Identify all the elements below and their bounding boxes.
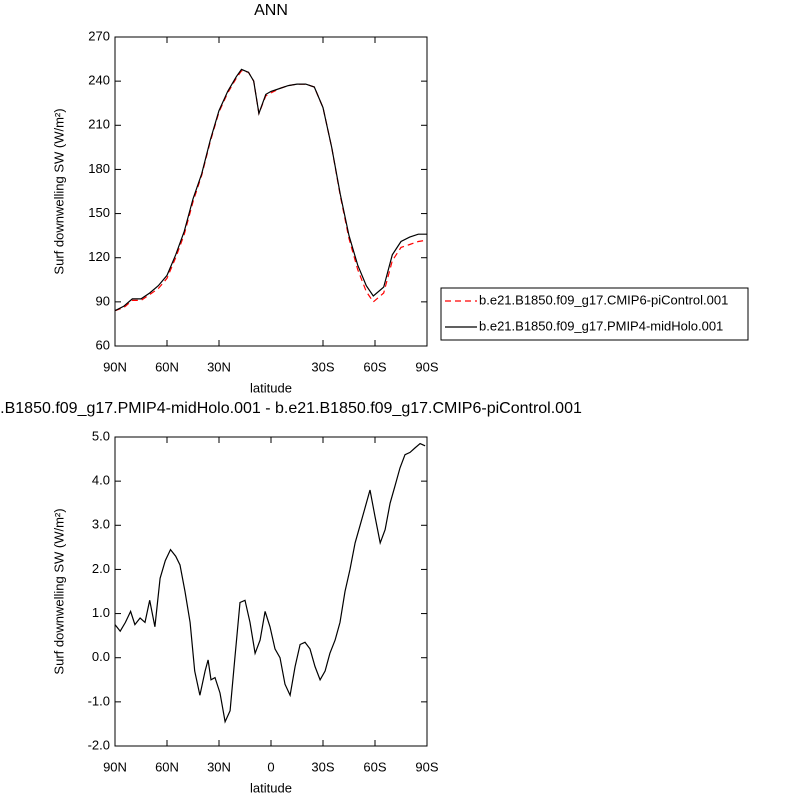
chart-title: b.e21.B1850.f09_g17.PMIP4-midHolo.001 - …: [0, 400, 582, 417]
y-tick-label: 180: [88, 161, 110, 176]
y-tick-label: 1.0: [92, 605, 110, 620]
data-line: [114, 68, 427, 312]
x-tick-label: 90N: [103, 759, 127, 774]
y-tick-label: 4.0: [92, 473, 110, 488]
x-tick-label: 90N: [103, 359, 127, 374]
data-line: [114, 442, 426, 724]
x-tick-label: 30N: [207, 759, 231, 774]
y-tick-label: 150: [88, 205, 110, 220]
x-tick-label: 30N: [207, 359, 231, 374]
x-tick-label: 60N: [155, 359, 179, 374]
legend-label: b.e21.B1850.f09_g17.PMIP4-midHolo.001: [479, 318, 723, 333]
y-tick-label: -1.0: [88, 693, 110, 708]
y-tick-label: 90: [96, 293, 110, 308]
y-tick-label: 210: [88, 117, 110, 132]
x-tick-label: 90S: [415, 359, 438, 374]
x-tick-label: 60S: [363, 759, 386, 774]
x-axis-label: latitude: [250, 380, 292, 395]
y-tick-label: 5.0: [92, 428, 110, 443]
y-tick-label: -2.0: [88, 737, 110, 752]
y-axis-label: Surf downwelling SW (W/m²): [51, 508, 66, 674]
data-line: [114, 70, 428, 312]
x-tick-label: 0: [267, 759, 274, 774]
legend-box: [440, 287, 749, 341]
x-tick-label: 30S: [311, 759, 334, 774]
y-axis-label: Surf downwelling SW (W/m²): [51, 108, 66, 274]
x-tick-label: 90S: [415, 759, 438, 774]
y-tick-label: 60: [96, 337, 110, 352]
y-tick-label: 120: [88, 249, 110, 264]
y-tick-label: 2.0: [92, 561, 110, 576]
plot-frame: [114, 36, 428, 347]
chart-title: ANN: [254, 2, 288, 19]
y-tick-label: 0.0: [92, 649, 110, 664]
plot-frame: [114, 436, 428, 747]
y-tick-label: 240: [88, 73, 110, 88]
x-tick-label: 60S: [363, 359, 386, 374]
x-axis-label: latitude: [250, 780, 292, 795]
x-tick-label: 30S: [311, 359, 334, 374]
x-tick-label: 60N: [155, 759, 179, 774]
y-tick-label: 3.0: [92, 517, 110, 532]
legend-label: b.e21.B1850.f09_g17.CMIP6-piControl.001: [479, 292, 728, 307]
y-tick-label: 270: [88, 28, 110, 43]
